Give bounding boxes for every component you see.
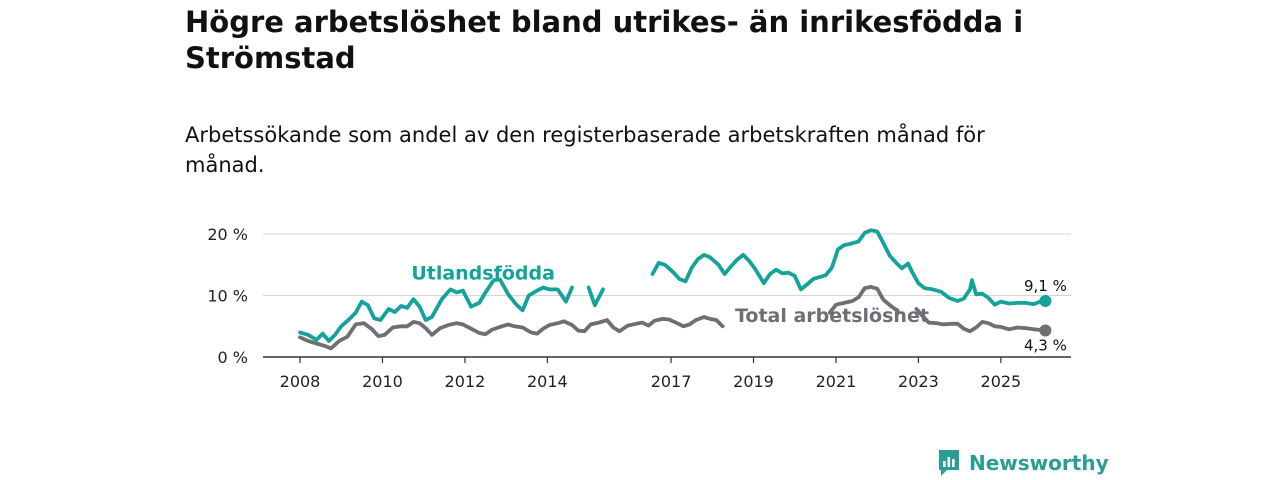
series-line-utlandsfödda bbox=[298, 277, 574, 343]
newsworthy-logo: Newsworthy bbox=[937, 448, 1109, 478]
y-tick-label: 20 % bbox=[207, 225, 248, 244]
x-tick-label: 2014 bbox=[527, 372, 568, 391]
x-tick-label: 2017 bbox=[651, 372, 692, 391]
end-point-utlandsfödda bbox=[1039, 295, 1052, 308]
series-line-total-arbetslöshet bbox=[298, 315, 725, 351]
gridlines bbox=[263, 233, 1071, 296]
labels: 9,1 % Utlandsfödda 4,3 % Total arbetslöshet bbox=[411, 263, 1067, 355]
chart-title: Högre arbetslöshet bland utrikes- än inr… bbox=[185, 5, 1024, 75]
x-tick-label: 2012 bbox=[445, 372, 486, 391]
end-point-total-arbetslöshet bbox=[1039, 324, 1052, 337]
series-line-total-arbetslöshet bbox=[914, 307, 1048, 334]
newsworthy-logo-text: Newsworthy bbox=[969, 451, 1109, 475]
x-tick-label: 2019 bbox=[733, 372, 774, 391]
x-tick-label: 2025 bbox=[981, 372, 1022, 391]
series-lines bbox=[298, 228, 1052, 351]
x-tick-label: 2008 bbox=[280, 372, 321, 391]
newsworthy-logo-icon bbox=[939, 450, 959, 476]
y-tick-label: 0 % bbox=[218, 348, 248, 367]
end-value-label-utlandsfödda: 9,1 % bbox=[1024, 277, 1067, 295]
series-label-total-arbetslöshet: Total arbetslöshet bbox=[735, 305, 929, 327]
axes: 0 % 10 % 20 % 2008 2010 2012 2014 2017 2019 2021 2… bbox=[207, 225, 1071, 391]
end-value-label-total-arbetslöshet: 4,3 % bbox=[1024, 337, 1067, 355]
chart-subtitle: Arbetssökande som andel av den registerb… bbox=[185, 123, 985, 177]
x-tick-label: 2021 bbox=[816, 372, 857, 391]
series-line-utlandsfödda bbox=[650, 228, 1048, 307]
series-label-utlandsfödda: Utlandsfödda bbox=[411, 263, 555, 285]
y-tick-label: 10 % bbox=[207, 287, 248, 306]
series-line-utlandsfödda bbox=[586, 285, 605, 308]
series-line-total-arbetslöshet bbox=[827, 285, 900, 315]
x-tick-label: 2010 bbox=[362, 372, 403, 391]
x-tick-label: 2023 bbox=[898, 372, 939, 391]
